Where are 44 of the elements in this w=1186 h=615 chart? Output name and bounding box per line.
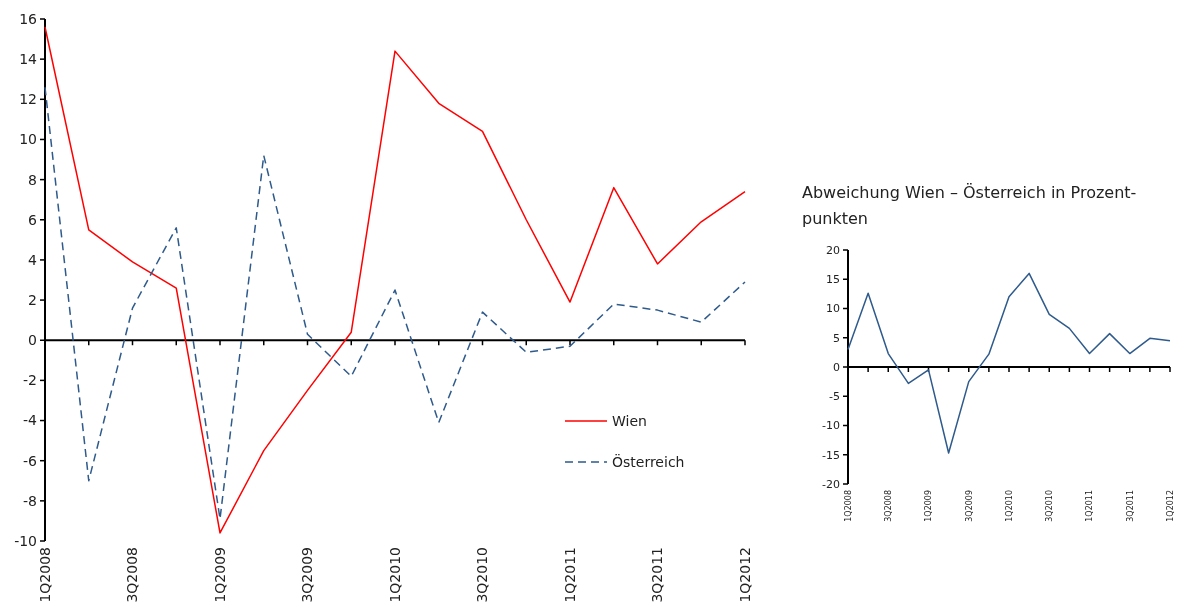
y-tick-label: 20 — [826, 243, 840, 257]
y-tick-label: 8 — [28, 171, 37, 188]
x-tick-label: 1Q2008 — [843, 490, 853, 522]
x-tick-label: 3Q2008 — [124, 547, 141, 603]
y-tick-label: 10 — [19, 131, 37, 148]
y-tick-label: 10 — [826, 302, 840, 316]
x-tick-label: 3Q2009 — [299, 547, 316, 603]
x-tick-label: 3Q2009 — [964, 490, 974, 522]
x-tick-label: 1Q2010 — [1004, 490, 1014, 522]
y-tick-label: 5 — [833, 331, 840, 345]
x-tick-label: 1Q2009 — [211, 547, 228, 603]
y-tick-label: -4 — [23, 412, 38, 429]
x-tick-label: 1Q2012 — [736, 547, 753, 603]
y-tick-label: -5 — [829, 390, 840, 404]
y-tick-label: 14 — [19, 51, 38, 68]
y-tick-label: -15 — [822, 448, 840, 462]
y-tick-label: 2 — [28, 291, 37, 308]
y-tick-label: -10 — [822, 419, 840, 433]
y-tick-label: 0 — [28, 332, 37, 349]
legend-label: Österreich — [612, 453, 685, 470]
y-tick-label: -8 — [23, 492, 37, 509]
y-tick-label: 16 — [19, 10, 38, 27]
legend-label: Wien — [612, 413, 647, 429]
y-tick-label: 6 — [28, 211, 38, 228]
y-tick-label: -2 — [23, 372, 37, 389]
x-tick-label: 1Q2011 — [1085, 490, 1095, 522]
y-tick-label: -6 — [23, 452, 38, 469]
y-tick-label: 12 — [19, 91, 37, 108]
y-tick-label: -20 — [822, 477, 840, 491]
x-tick-label: 1Q2012 — [1165, 490, 1175, 522]
x-tick-label: 3Q2011 — [649, 547, 666, 603]
x-tick-label: 3Q2010 — [474, 547, 491, 603]
x-tick-label: 3Q2008 — [884, 490, 894, 522]
y-tick-label: 15 — [826, 273, 840, 287]
chart-title: Abweichung Wien – Österreich in Prozent-punkten — [802, 183, 1137, 228]
x-tick-label: 1Q2008 — [36, 547, 53, 603]
x-tick-label: 1Q2009 — [924, 490, 934, 522]
x-tick-label: 1Q2011 — [561, 547, 578, 603]
x-tick-label: 1Q2010 — [386, 547, 403, 603]
y-tick-label: 0 — [833, 360, 840, 374]
y-tick-label: 4 — [28, 251, 38, 268]
y-tick-label: -10 — [14, 532, 37, 549]
x-tick-label: 3Q2010 — [1045, 490, 1055, 522]
x-tick-label: 3Q2011 — [1125, 490, 1135, 522]
